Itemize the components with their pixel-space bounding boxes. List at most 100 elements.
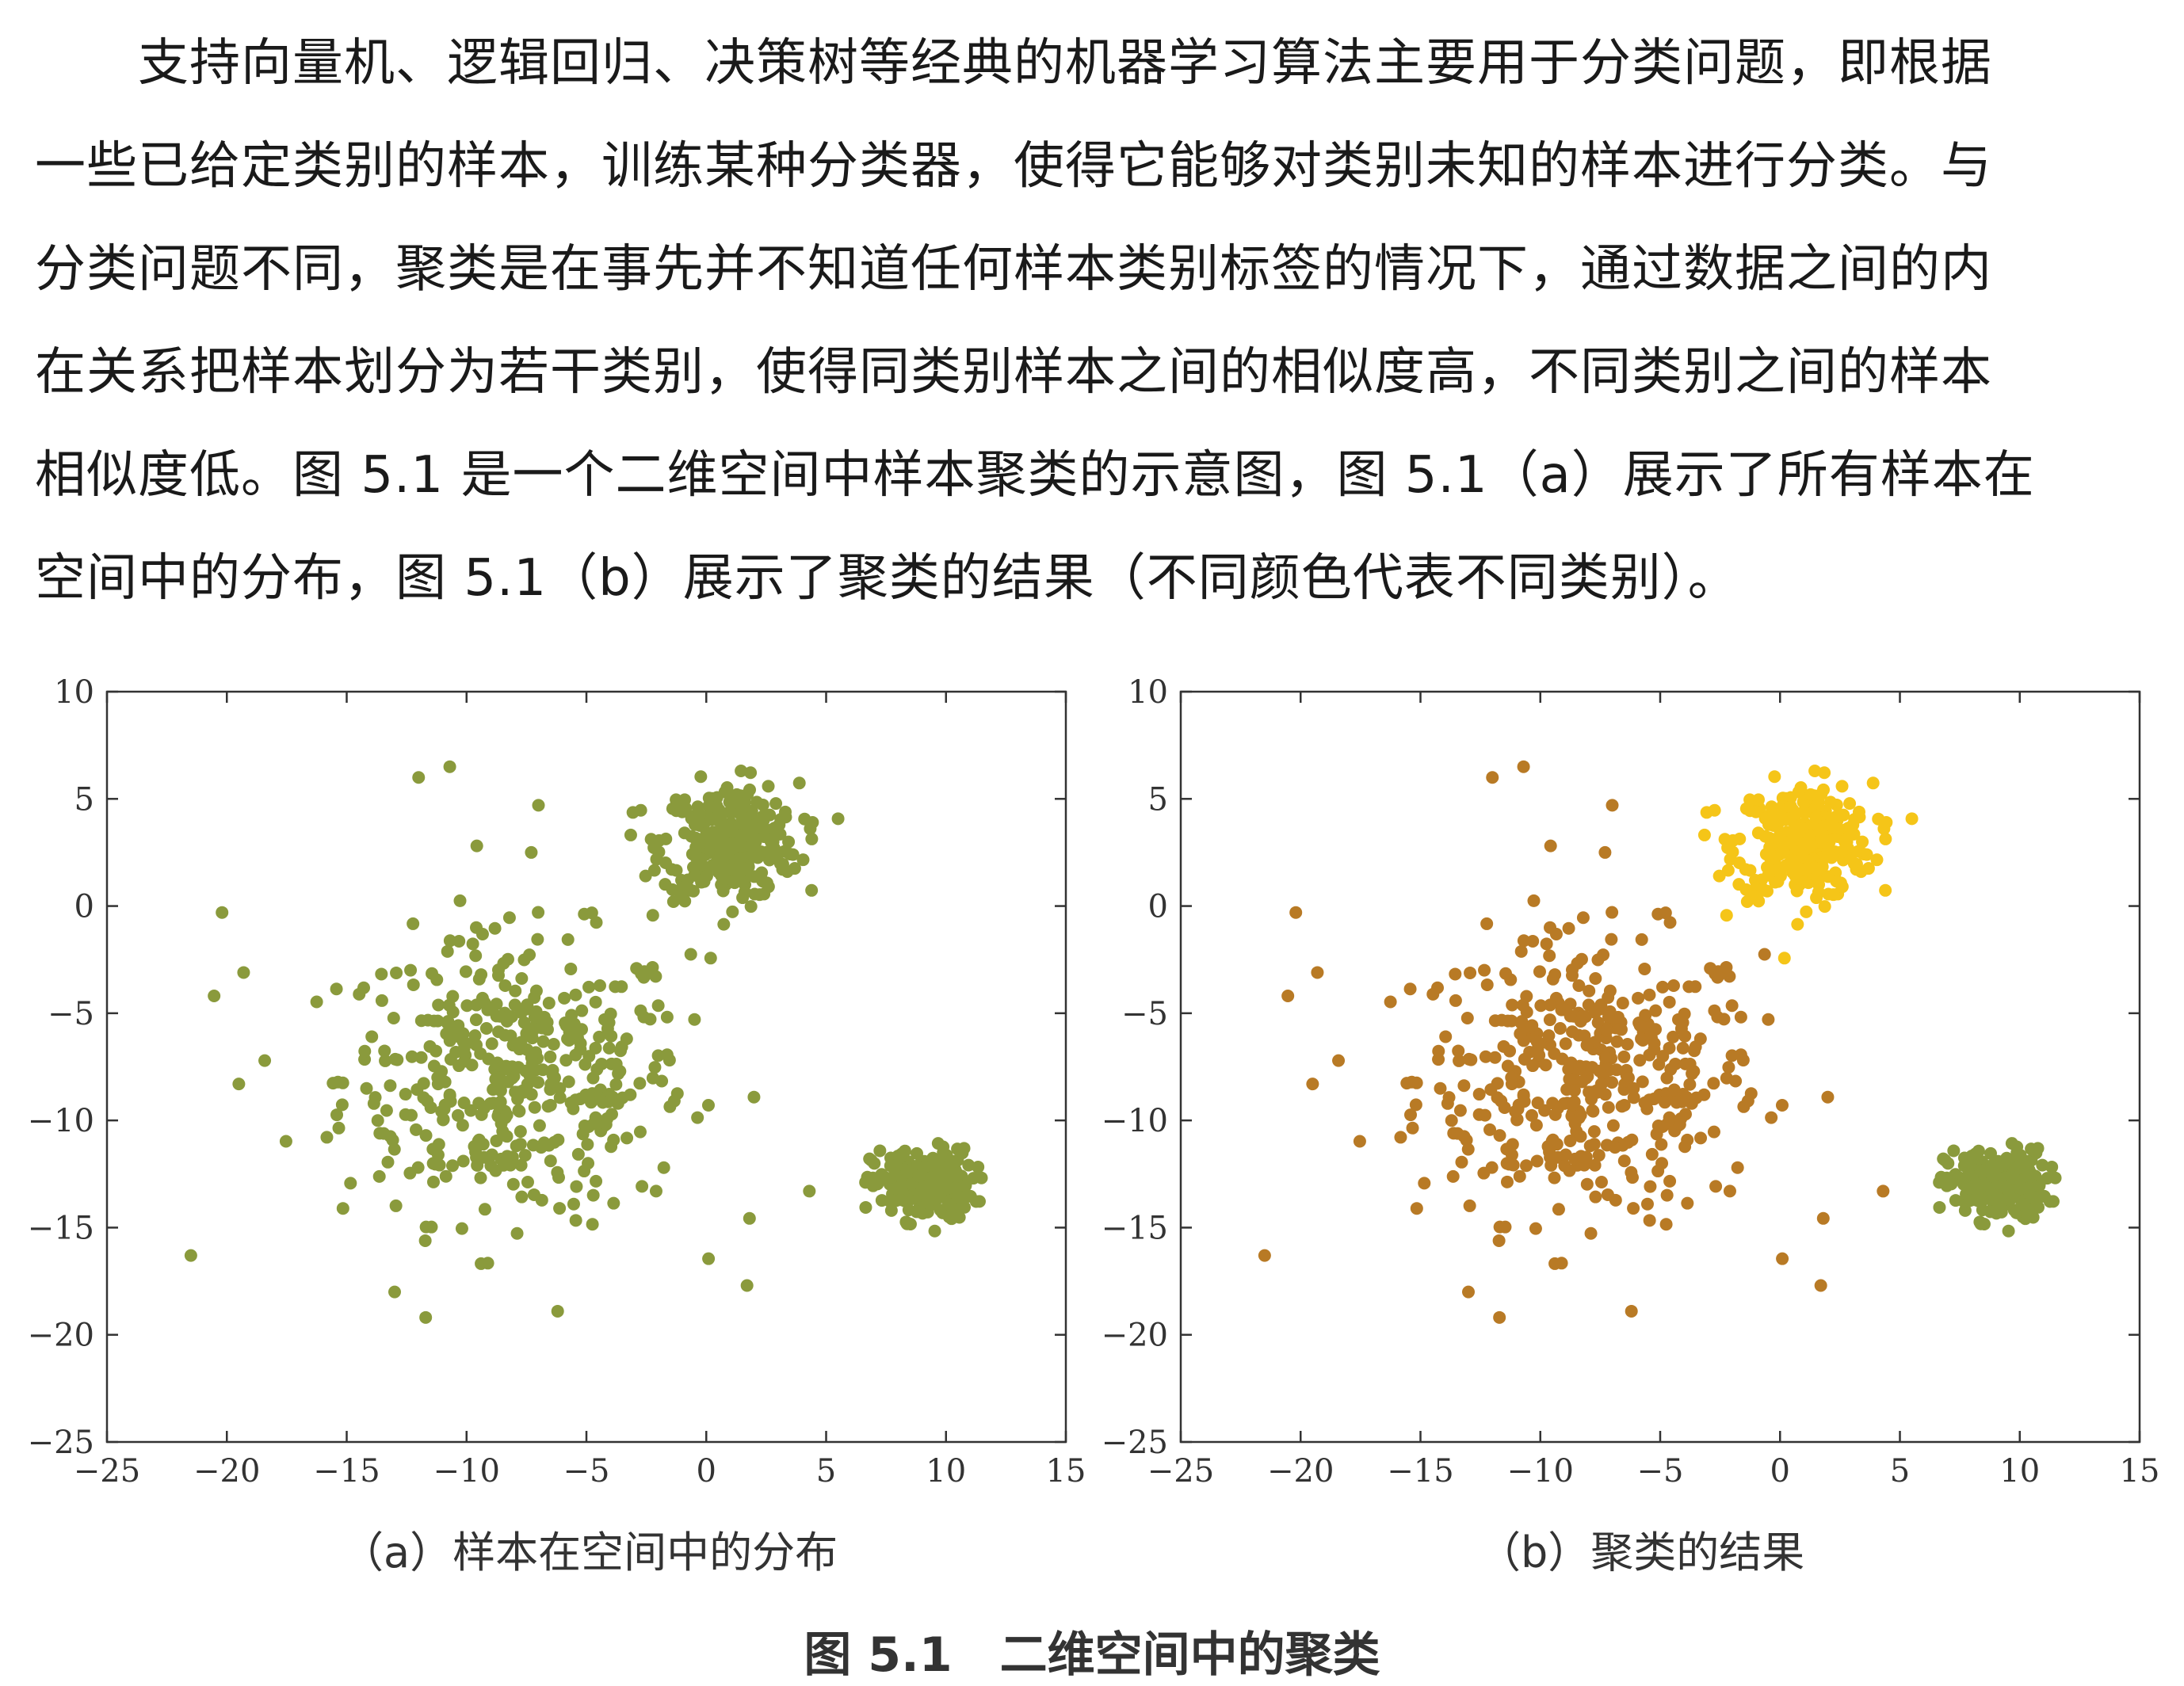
scatter-point [2001,1183,2014,1196]
scatter-point [469,949,483,963]
scatter-point [1638,962,1651,975]
scatter-point-outlier [237,966,250,979]
scatter-point [609,980,622,994]
scatter-point [1643,988,1656,1001]
scatter-point [1463,1199,1476,1212]
scatter-point [455,1222,468,1235]
scatter-point [739,828,752,841]
scatter-point [475,1257,488,1270]
scatter-point [553,1081,567,1095]
scatter-point [512,1104,525,1117]
scatter-point [488,921,502,935]
scatter-point [744,900,758,914]
scatter-point [569,988,582,1001]
scatter-point [900,1164,914,1177]
scatter-point [1821,1090,1835,1104]
scatter-point [1540,937,1553,951]
scatter-point [1571,956,1584,970]
scatter-point [2004,1169,2018,1182]
scatter-point [562,1075,575,1089]
scatter-point [1539,1059,1552,1072]
scatter-point [466,937,479,951]
scatter-point [605,1057,618,1070]
scatter-point [1678,1057,1692,1070]
scatter-point [1973,1215,1987,1229]
scatter-point [571,1147,585,1161]
scatter-point [1538,1104,1552,1117]
scatter-point [1584,1226,1598,1240]
scatter-point [646,1071,659,1085]
scatter-point [1499,1220,1512,1234]
scatter-point [1495,1094,1508,1108]
scatter-point [1877,822,1891,835]
scatter-point [2048,1171,2062,1184]
scatter-point [332,1121,346,1135]
scatter-point [565,1009,578,1022]
scatter-point [651,999,665,1013]
scatter-point [650,853,663,866]
scatter-point [1449,967,1462,981]
scatter-point [969,1195,983,1208]
scatter-point [582,980,596,994]
scatter-point [548,1072,561,1085]
scatter-point [952,1190,965,1203]
scatter-point [459,1048,472,1062]
scatter-point [453,894,467,907]
scatter-point [1518,1095,1531,1108]
scatter-point [1493,1129,1506,1142]
subfigure-a-caption: （a）样本在空间中的分布 [341,1528,838,1577]
scatter-point [660,1010,674,1024]
scatter-point [1709,1180,1723,1193]
scatter-point [1525,1108,1538,1122]
scatter-point [456,1119,469,1132]
y-tick-label: −10 [1102,1103,1168,1139]
scatter-point [724,837,737,850]
scatter-point [1656,1050,1670,1063]
scatter-point [708,812,721,826]
x-tick-label: −15 [1387,1453,1453,1490]
scatter-point [1762,1013,1775,1026]
scatter-point [792,776,806,790]
scatter-point [761,845,774,859]
scatter-point [590,916,603,929]
scatter-point [446,1159,460,1173]
scatter-point [804,822,817,835]
scatter-point [1611,1010,1625,1024]
scatter-point [798,812,811,826]
scatter-point [1404,1108,1418,1122]
scatter-point [1585,1085,1598,1099]
scatter-point [528,1010,541,1024]
scatter-point [1708,803,1721,817]
scatter-point [1558,1003,1571,1017]
scatter-point [1659,906,1672,920]
scatter-point [657,1161,670,1174]
scatter-point [1445,1114,1458,1127]
scatter-point [1520,1159,1533,1173]
scatter-point-outlier [803,1184,816,1198]
scatter-point [1586,1104,1599,1117]
x-tick-label: 10 [1999,1453,2040,1490]
scatter-point [1781,812,1795,826]
scatter-point [470,921,483,934]
scatter-point [489,1073,502,1086]
scatter-point [570,1180,583,1193]
scatter-point [1812,828,1826,841]
scatter-point [1505,1071,1518,1085]
scatter-point [1453,1104,1467,1117]
scatter-point [517,1016,531,1029]
scatter-point [1530,1154,1544,1168]
scatter-point [1644,1027,1658,1040]
scatter-point [425,1220,438,1234]
scatter-point [407,917,420,930]
scatter-point [490,1134,503,1147]
scatter-point [1720,909,1733,922]
scatter-point [615,1040,628,1054]
scatter-point [1580,1177,1594,1191]
scatter-point [559,1054,573,1067]
scatter-point [1707,1125,1720,1139]
scatter-point [607,1133,620,1146]
scatter-point [1722,1061,1735,1074]
scatter-point [613,1065,627,1078]
scatter-point [1694,1131,1708,1145]
scatter-point [1813,862,1827,875]
